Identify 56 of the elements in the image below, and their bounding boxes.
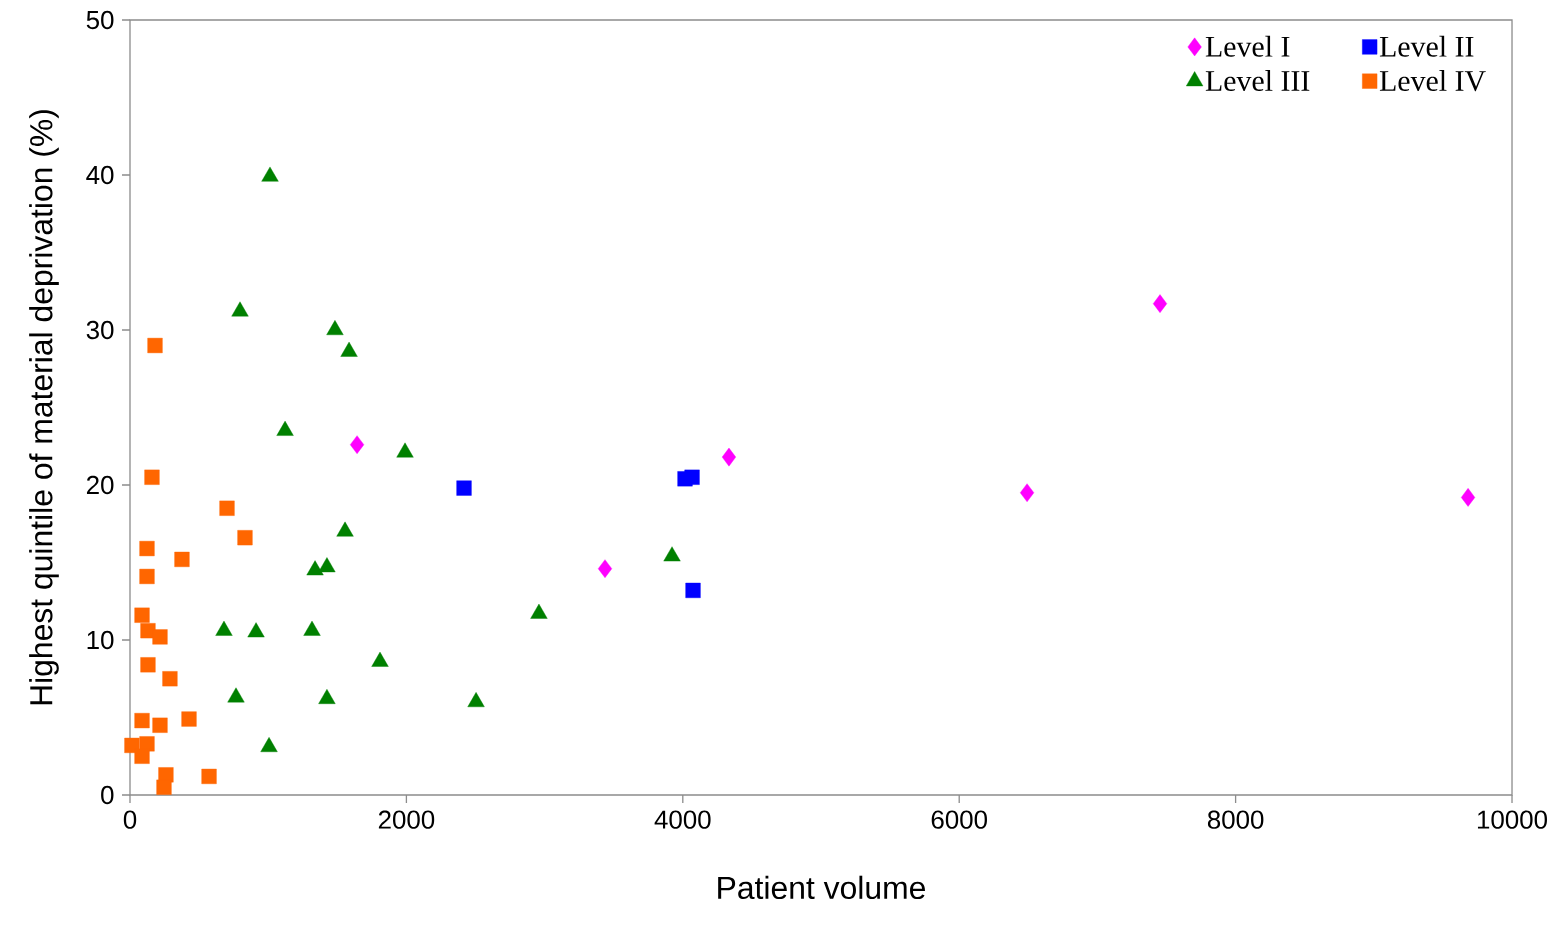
point [396,442,414,458]
point [261,166,279,182]
point [336,521,354,537]
legend-label: Level IV [1379,70,1486,92]
y-tick-label: 30 [86,320,114,340]
y-tick-label: 0 [101,785,114,805]
y-tick-label: 40 [86,165,114,185]
point [152,629,168,645]
point [721,447,736,467]
point [139,568,155,585]
point [685,582,701,598]
y-axis-title: Highest quintile of material deprivation (%) [29,110,59,705]
point [1153,294,1168,313]
point [663,546,681,562]
point [276,420,294,436]
point [201,768,217,784]
point [456,480,472,496]
x-tick-label: 8000 [1207,810,1264,829]
point [181,711,197,727]
point [1461,488,1476,507]
point [134,713,150,729]
point [144,469,160,485]
point [219,500,235,516]
point [350,435,365,454]
point [1020,483,1035,503]
x-axis-title: Patient volume [718,875,925,900]
point [467,692,485,708]
y-tick-label: 10 [87,630,114,650]
y-tick-label: 20 [86,475,114,495]
point [237,530,253,546]
point [598,559,612,578]
point [134,748,150,764]
x-tick-label: 4000 [654,810,711,829]
point [147,337,163,354]
point [231,301,249,317]
y-tick-label: 50 [86,10,114,30]
point [139,540,155,557]
point [306,560,324,576]
point [684,469,700,485]
point [247,622,265,638]
point [340,341,358,357]
point [152,717,168,733]
point [162,671,178,687]
x-tick-label: 10000 [1477,810,1547,829]
point [174,551,190,567]
x-tick-label: 0 [123,810,137,829]
legend-label: Level I [1205,35,1290,57]
point [318,557,336,573]
legend-label: Level III [1205,70,1310,92]
legend-label: Level II [1379,35,1474,57]
point [156,779,172,795]
point [140,657,156,673]
x-tick-label: 6000 [931,810,987,829]
x-tick-label: 2000 [378,810,435,829]
point [134,607,150,623]
point [326,320,344,336]
